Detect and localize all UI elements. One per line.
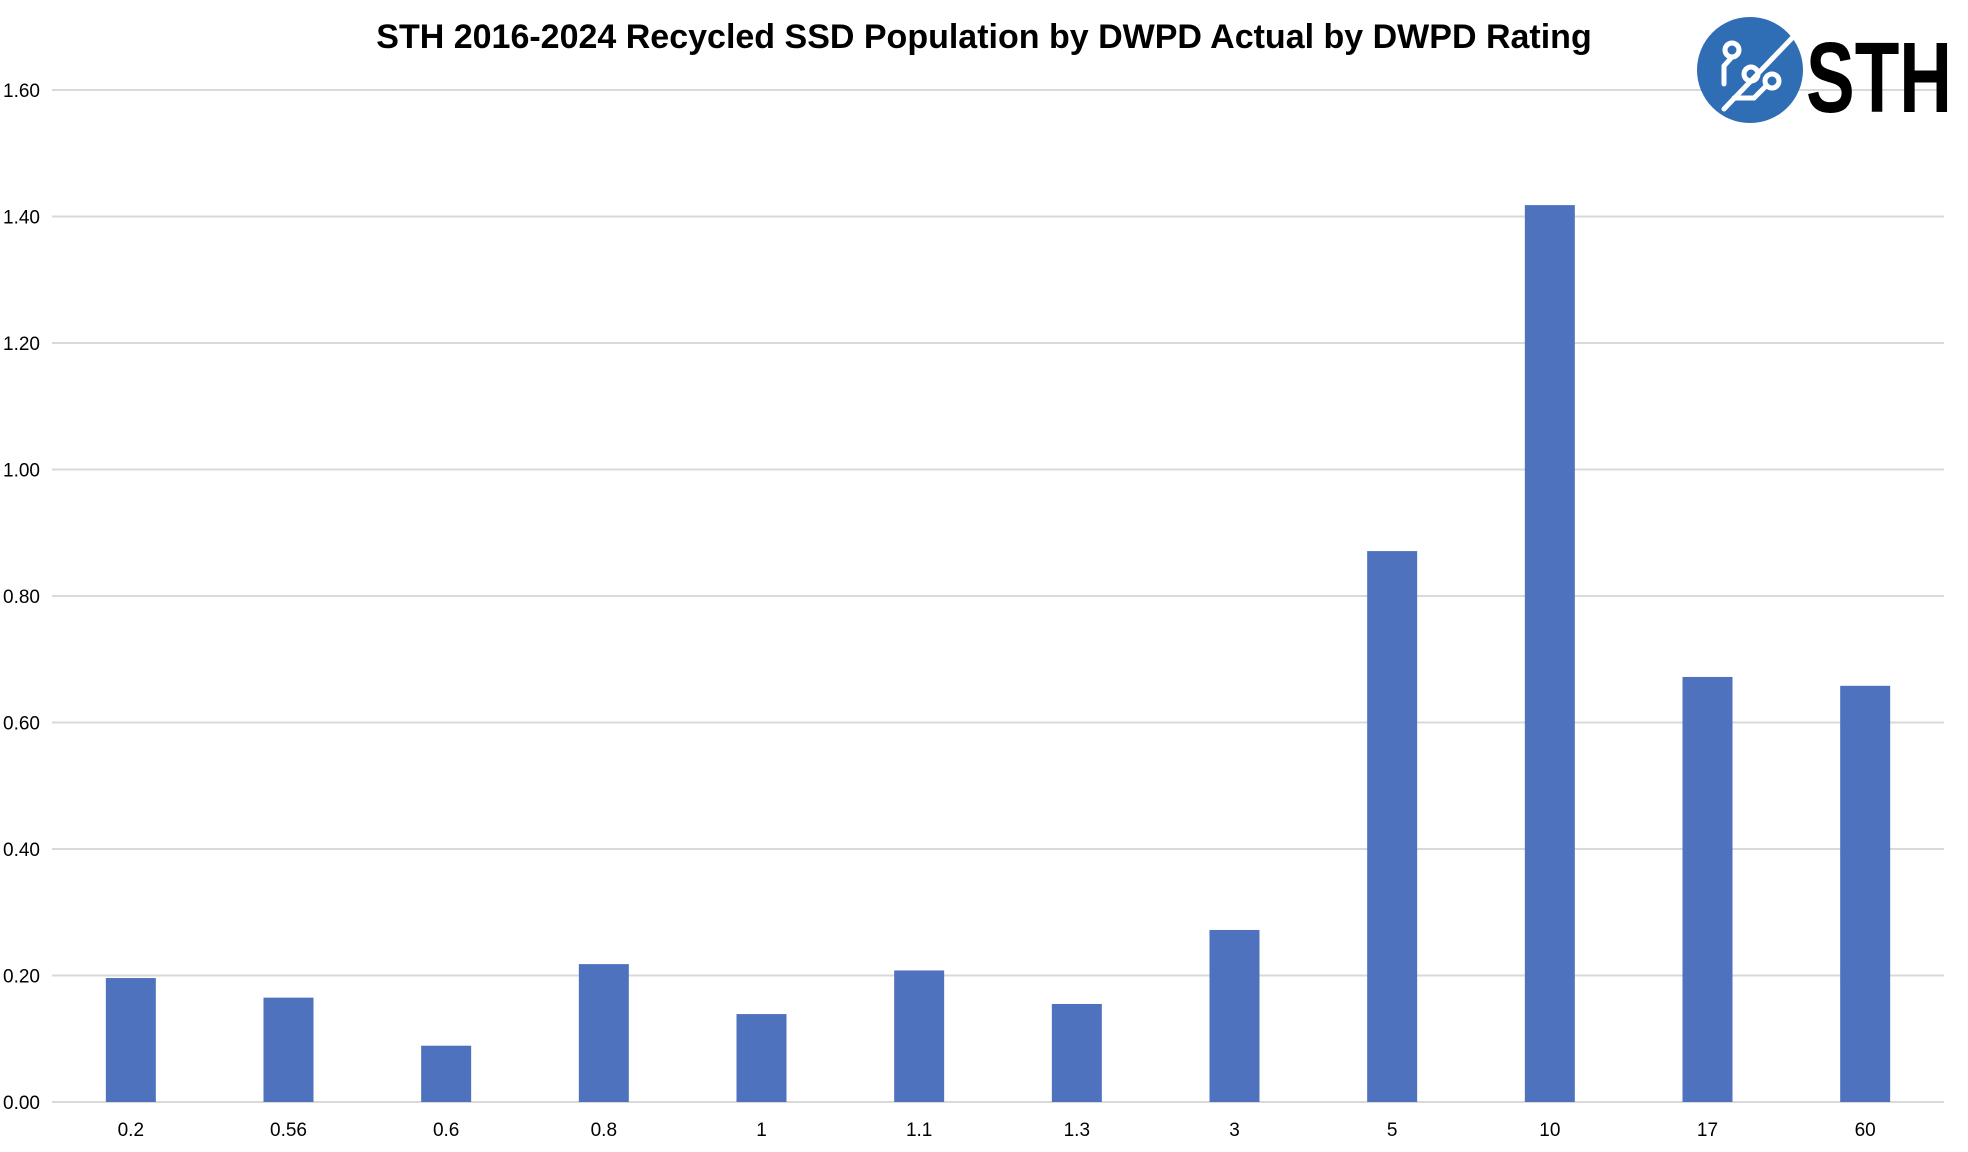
bar-0.8 xyxy=(578,964,629,1102)
y-tick-label: 0.80 xyxy=(3,587,40,608)
logo-circuit-icon xyxy=(1697,17,1803,123)
bar-0.6 xyxy=(421,1045,472,1102)
y-tick-label: 1.20 xyxy=(3,334,40,355)
x-tick-label: 0.56 xyxy=(270,1120,307,1141)
bar-1 xyxy=(736,1014,787,1102)
x-tick-label: 17 xyxy=(1697,1120,1718,1141)
y-tick-label: 0.60 xyxy=(3,714,40,735)
logo-text: STH xyxy=(1806,22,1952,126)
bar-10 xyxy=(1524,205,1575,1103)
x-tick-label: 1.3 xyxy=(1064,1120,1090,1141)
x-tick-label: 1.1 xyxy=(906,1120,932,1141)
y-tick-label: 1.00 xyxy=(3,461,40,482)
y-tick-label: 1.40 xyxy=(3,208,40,229)
y-tick-label: 1.60 xyxy=(3,81,40,102)
y-tick-label: 0.20 xyxy=(3,967,40,988)
x-tick-label: 0.6 xyxy=(433,1120,459,1141)
x-tick-label: 5 xyxy=(1387,1120,1398,1141)
bar-0.2 xyxy=(105,978,156,1102)
chart-title: STH 2016-2024 Recycled SSD Population by… xyxy=(376,18,1592,56)
y-tick-label: 0.40 xyxy=(3,840,40,861)
x-tick-label: 60 xyxy=(1855,1120,1876,1141)
bar-3 xyxy=(1209,929,1260,1102)
bar-1.3 xyxy=(1051,1003,1102,1102)
x-tick-label: 0.2 xyxy=(118,1120,144,1141)
bar-1.1 xyxy=(894,970,945,1102)
bar-0.56 xyxy=(263,997,314,1102)
x-tick-label: 1 xyxy=(756,1120,767,1141)
sth-logo: STH xyxy=(1694,14,1956,134)
x-tick-label: 10 xyxy=(1539,1120,1560,1141)
x-tick-label: 3 xyxy=(1229,1120,1240,1141)
bar-5 xyxy=(1367,551,1418,1102)
y-tick-label: 0.00 xyxy=(3,1093,40,1114)
x-tick-label: 0.8 xyxy=(591,1120,617,1141)
bar-17 xyxy=(1682,676,1733,1102)
bar-60 xyxy=(1840,685,1891,1102)
